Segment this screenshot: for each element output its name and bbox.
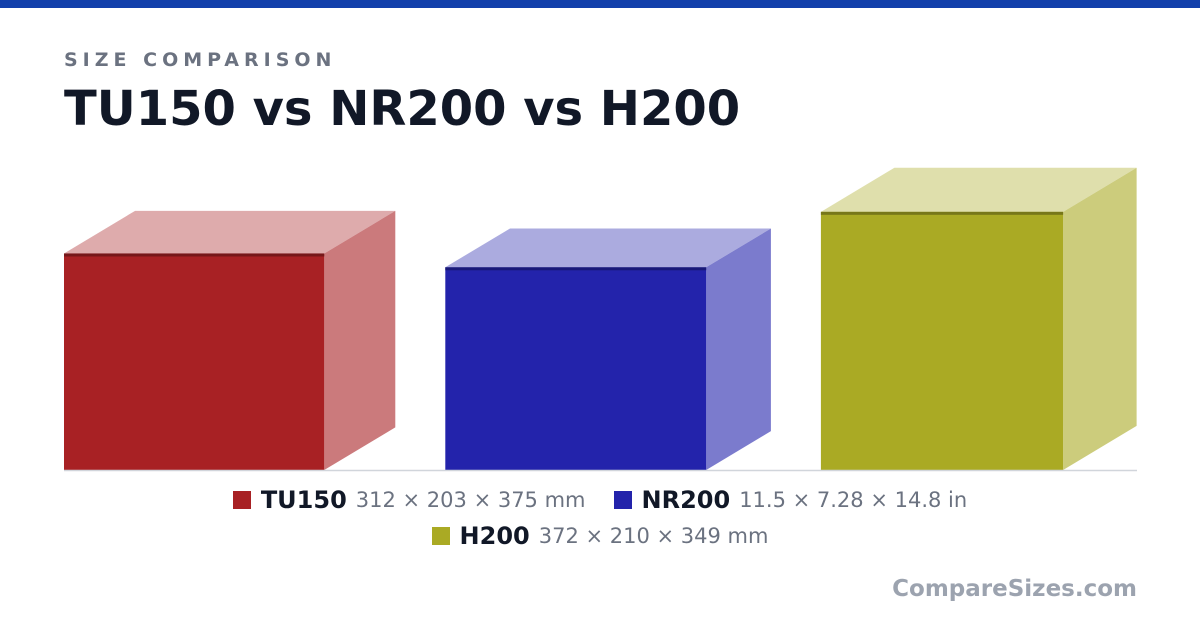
box-top <box>445 228 771 268</box>
top-bar <box>0 0 1200 8</box>
footer: CompareSizes.com <box>892 576 1137 602</box>
box-front <box>445 267 707 470</box>
legend-name: TU150 <box>260 486 347 514</box>
box-top <box>64 210 396 254</box>
kicker: SIZE COMPARISON <box>64 49 336 71</box>
box-side <box>706 228 771 470</box>
legend-item: H200 372 × 210 × 349 mm <box>431 522 769 550</box>
legend-name: H200 <box>459 522 530 550</box>
legend-swatch <box>431 527 450 545</box>
box-side <box>324 210 396 471</box>
box-front <box>64 253 325 470</box>
legend-swatch <box>232 491 251 509</box>
box-edge <box>445 267 707 271</box>
legend-name: NR200 <box>641 486 731 514</box>
legend-item: NR200 11.5 × 7.28 × 14.8 in <box>613 486 968 514</box>
chart-title: TU150 vs NR200 vs H200 <box>64 81 740 137</box>
legend: TU150 312 × 203 × 375 mm NR200 11.5 × 7.28 … <box>150 486 1050 550</box>
legend-swatch <box>613 491 632 509</box>
box-edge <box>820 211 1064 215</box>
legend-dimensions: 372 × 210 × 349 mm <box>538 524 769 548</box>
legend-dimensions: 312 × 203 × 375 mm <box>355 488 586 512</box>
legend-item: TU150 312 × 203 × 375 mm <box>232 486 586 514</box>
box-edge <box>64 253 325 257</box>
box-front <box>820 211 1064 470</box>
box-top <box>820 167 1137 212</box>
legend-dimensions: 11.5 × 7.28 × 14.8 in <box>739 488 968 512</box>
boxes <box>64 167 1137 471</box>
box-side <box>1063 167 1137 470</box>
